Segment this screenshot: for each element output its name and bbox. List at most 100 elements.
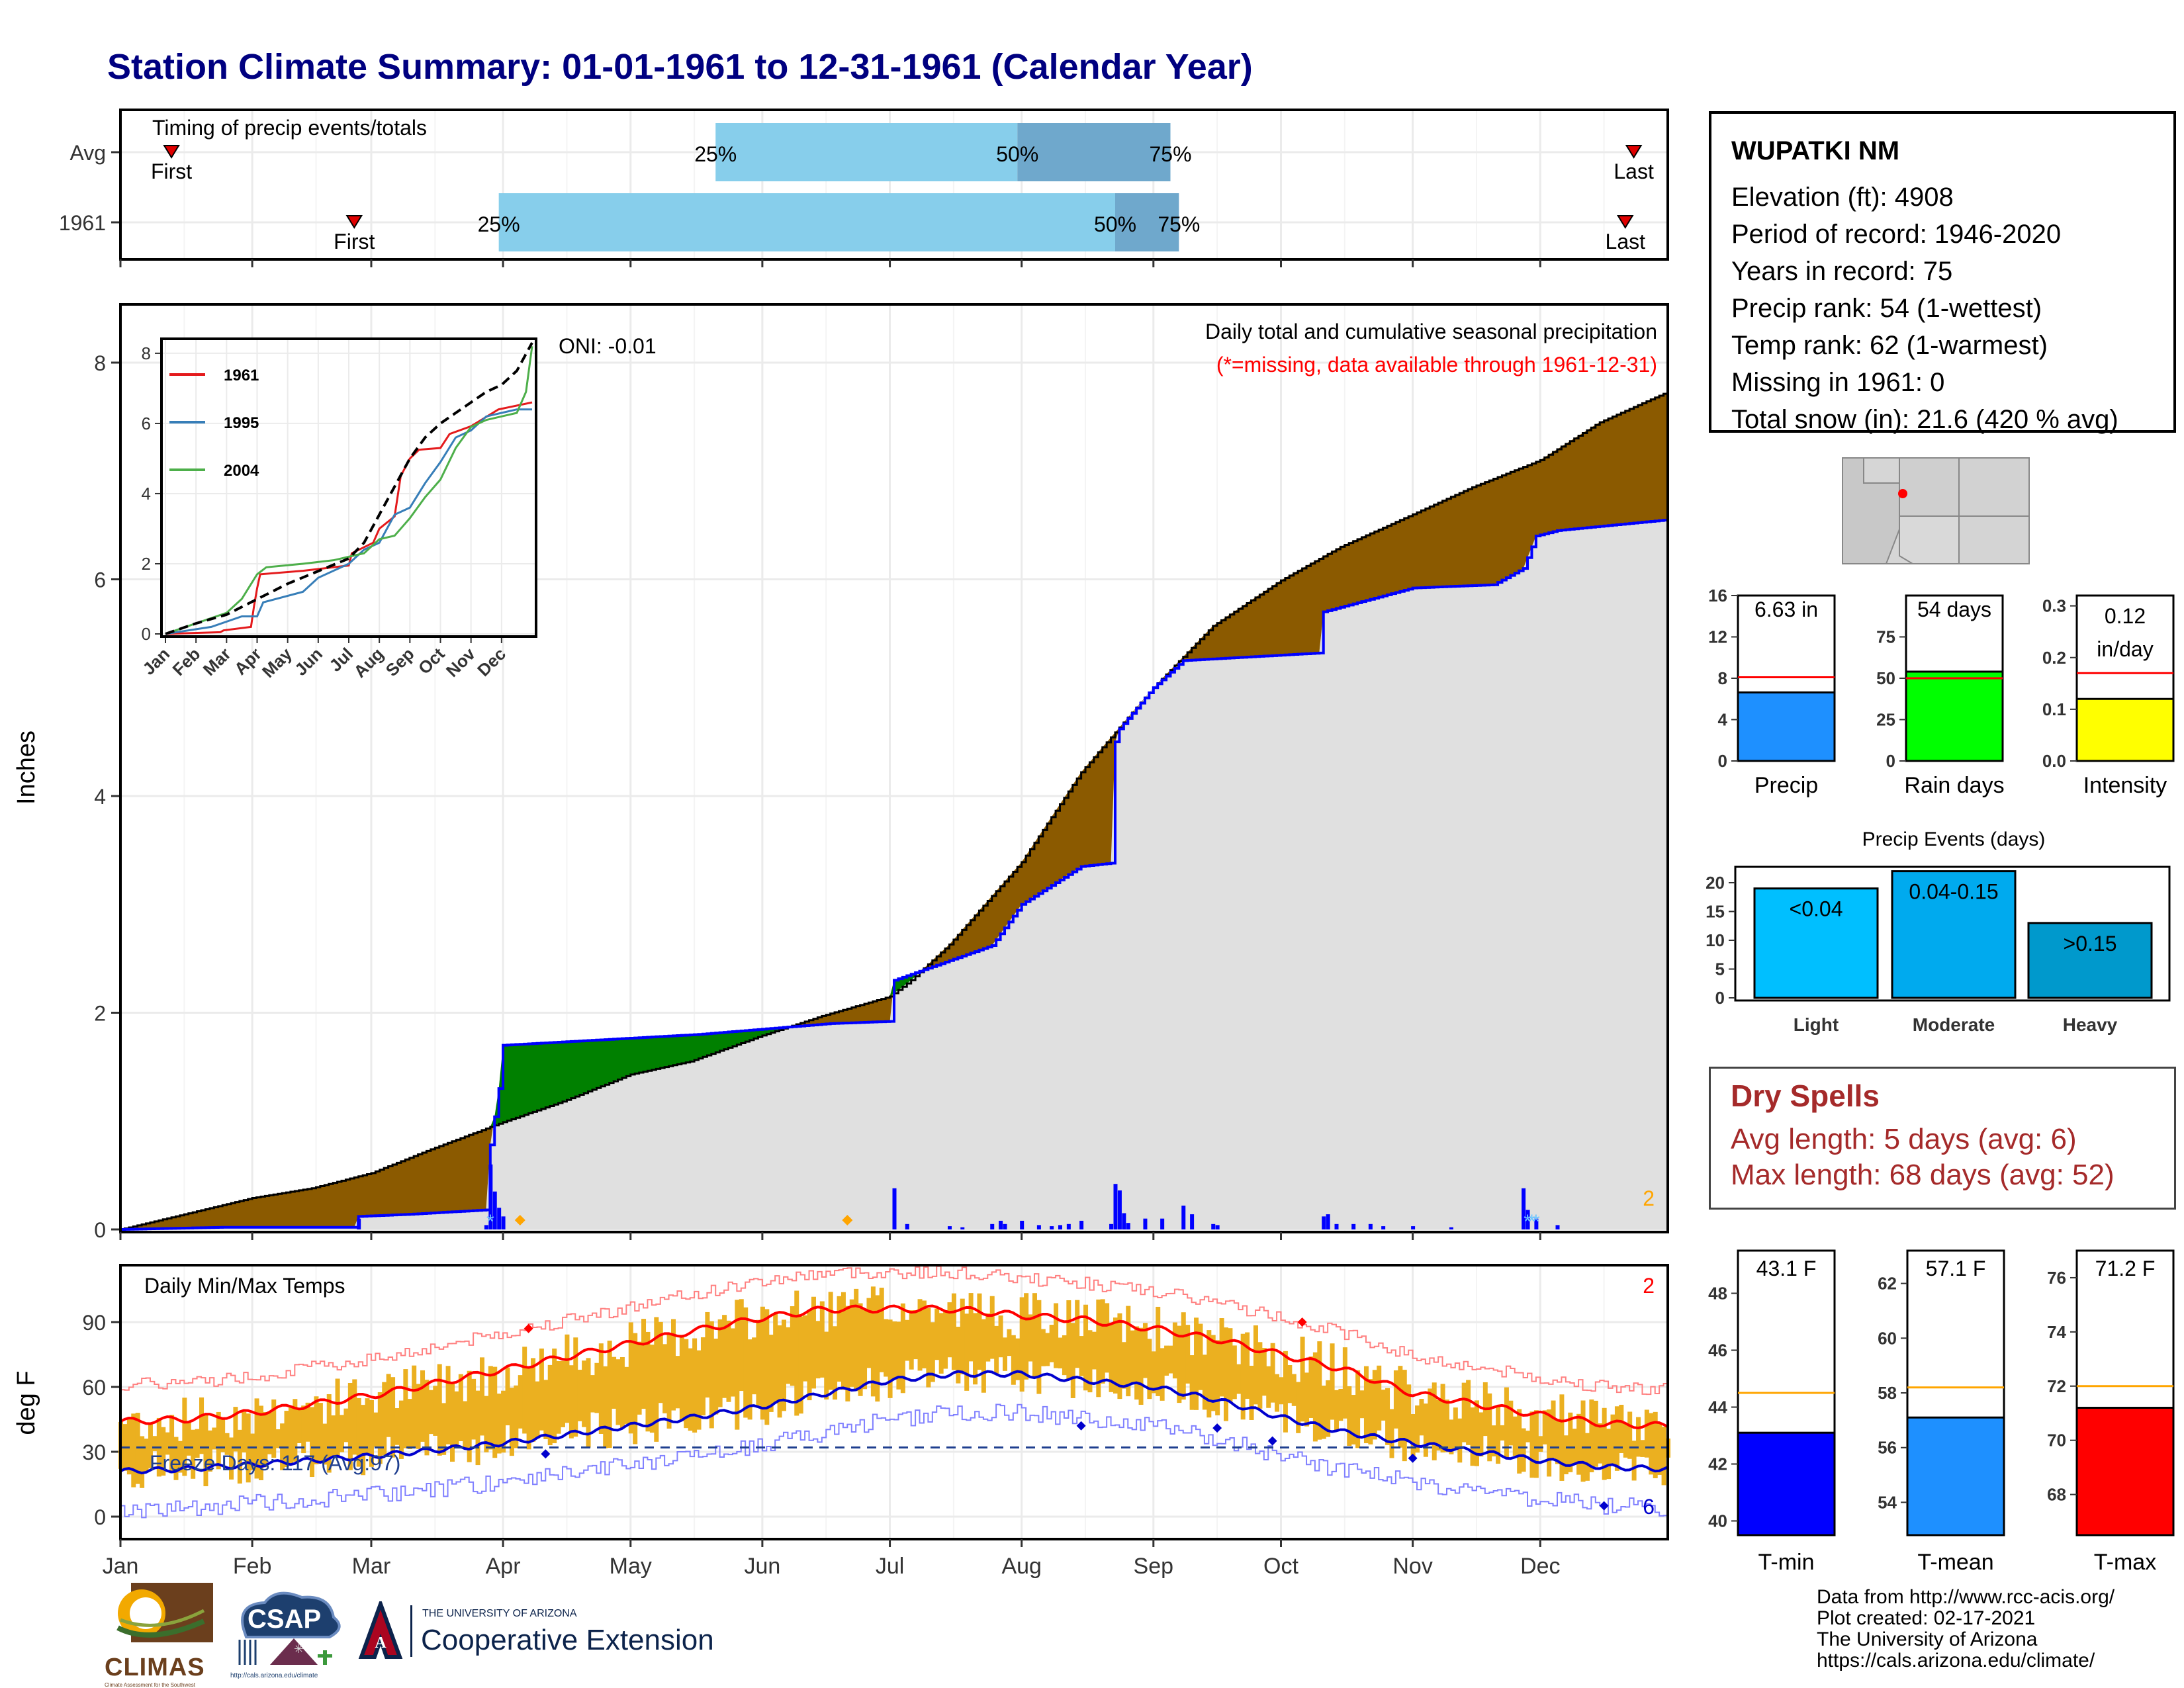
daily-temp-bar [824, 1331, 829, 1399]
daily-temp-bar [203, 1415, 208, 1487]
ua-logo-small: THE UNIVERSITY OF ARIZONA [422, 1608, 577, 1619]
timing-bar-25-50 [715, 123, 1018, 181]
daily-temp-bar [1126, 1306, 1131, 1397]
timing-marker-first [163, 145, 180, 159]
daily-temp-bar [1019, 1297, 1024, 1392]
daily-temp-bar [1245, 1332, 1250, 1399]
daily-precip-bar [999, 1220, 1003, 1229]
temp-summary-ytick-label: 56 [1878, 1438, 1897, 1458]
temp-summary-value-label: 57.1 F [1926, 1257, 1986, 1280]
daily-precip-bar [1066, 1223, 1071, 1229]
dry-spells-avg: Avg length: 5 days (avg: 6) [1731, 1123, 2077, 1155]
daily-temp-bar [1559, 1394, 1565, 1481]
daily-temp-bar [1351, 1395, 1356, 1444]
daily-temp-bar [845, 1306, 850, 1401]
daily-temp-bar [531, 1358, 536, 1442]
daily-temp-bar [1385, 1388, 1390, 1445]
daily-temp-bar [377, 1392, 383, 1464]
timing-bar-25-50 [498, 193, 1115, 251]
summary-bar [1905, 670, 2004, 762]
daily-temp-bar [1538, 1436, 1543, 1452]
daily-temp-bar [1164, 1345, 1169, 1376]
daily-temp-bar [909, 1310, 914, 1370]
temps-month-label: Jul [876, 1554, 904, 1579]
climas-logo: CLIMAS Climate Assessment for the Southw… [105, 1581, 217, 1688]
daily-temp-bar [1563, 1435, 1569, 1475]
daily-temp-bar [1602, 1407, 1607, 1480]
daily-temp-bar [224, 1433, 230, 1455]
daily-temp-bar [1606, 1429, 1612, 1480]
daily-temp-bar [565, 1334, 570, 1423]
daily-precip-bar [1117, 1190, 1122, 1229]
daily-temp-bar [1049, 1325, 1054, 1362]
daily-temp-bar [649, 1345, 655, 1433]
daily-temp-bar [467, 1370, 472, 1462]
daily-temp-bar [1232, 1345, 1237, 1399]
daily-temp-bar [161, 1427, 166, 1476]
daily-temp-bar [1415, 1405, 1420, 1453]
timing-label-p50: 50% [996, 142, 1038, 166]
daily-temp-bar [131, 1413, 136, 1488]
daily-temp-bar [356, 1398, 361, 1467]
daily-temp-bar [913, 1310, 919, 1360]
inset-xtick-label: Aug [349, 644, 387, 682]
daily-temp-bar [803, 1315, 808, 1382]
oni-label: ONI: -0.01 [559, 334, 657, 358]
daily-temp-bar [1270, 1343, 1275, 1403]
temps-ytick-label: 60 [82, 1376, 106, 1399]
daily-temp-bar [1257, 1342, 1263, 1409]
daily-temp-bar [365, 1398, 370, 1454]
daily-temp-bar [968, 1293, 974, 1362]
temps-frame [119, 1264, 1669, 1540]
daily-temp-bar [773, 1313, 778, 1403]
daily-temp-bar [1533, 1410, 1539, 1478]
daily-temp-bar [331, 1415, 336, 1458]
daily-temp-bar [1142, 1323, 1148, 1378]
daily-precip-bar [1143, 1218, 1148, 1229]
daily-temp-bar [1406, 1384, 1412, 1443]
daily-temp-bar [884, 1319, 889, 1377]
temps-month-label: Apr [486, 1554, 521, 1579]
daily-temp-bar [943, 1310, 948, 1369]
daily-precip-bar [1525, 1210, 1530, 1229]
daily-temp-bar [267, 1412, 272, 1454]
daily-temp-bar [658, 1321, 663, 1403]
daily-temp-bar [1470, 1407, 1475, 1466]
daily-temp-bar [981, 1319, 986, 1393]
daily-precip-bar [1322, 1216, 1326, 1229]
station-period: Period of record: 1946-2020 [1731, 220, 2062, 249]
summary-value-label: 54 days [1917, 598, 1991, 621]
daily-temp-bar [301, 1405, 306, 1454]
daily-temp-bar [1389, 1409, 1394, 1458]
record-low-mark [1599, 1501, 1609, 1511]
daily-temp-bar [254, 1398, 259, 1479]
inset-series-2004 [165, 346, 533, 635]
station-total-snow: Total snow (in): 21.6 (420 % avg) [1731, 405, 2118, 434]
missing-mark: * [1524, 1211, 1531, 1233]
timing-label-p25: 25% [478, 212, 520, 236]
daily-temp-bar [1134, 1326, 1140, 1400]
daily-temp-bar [1474, 1400, 1479, 1466]
daily-temp-bar [1342, 1347, 1347, 1419]
daily-temp-bar [1436, 1399, 1441, 1451]
daily-precip-bar [1020, 1220, 1024, 1229]
daily-temp-bar [514, 1385, 519, 1448]
daily-temp-bar [152, 1436, 158, 1452]
timing-label-p75: 75% [1158, 212, 1200, 236]
credit-url: https://cals.arizona.edu/climate/ [1817, 1650, 2095, 1671]
daily-temp-bar [1308, 1356, 1314, 1418]
daily-temp-bar [662, 1344, 668, 1413]
daily-temp-bar [335, 1378, 340, 1458]
summary-bar [2075, 697, 2175, 762]
daily-temp-bar [1121, 1342, 1126, 1389]
daily-temp-bar [1589, 1399, 1594, 1472]
timing-label-last: Last [1614, 159, 1654, 183]
daily-temp-bar [310, 1407, 315, 1478]
summary-ytick-label: 12 [1708, 627, 1727, 647]
inset-xtick-label: Nov [442, 644, 479, 681]
daily-temp-bar [1593, 1400, 1598, 1467]
daily-temp-bar [1096, 1299, 1101, 1398]
temp-summary-ytick-label: 58 [1878, 1383, 1897, 1403]
temp-summary-ytick-label: 62 [1878, 1274, 1897, 1294]
temps-ytick-label: 0 [94, 1505, 106, 1529]
